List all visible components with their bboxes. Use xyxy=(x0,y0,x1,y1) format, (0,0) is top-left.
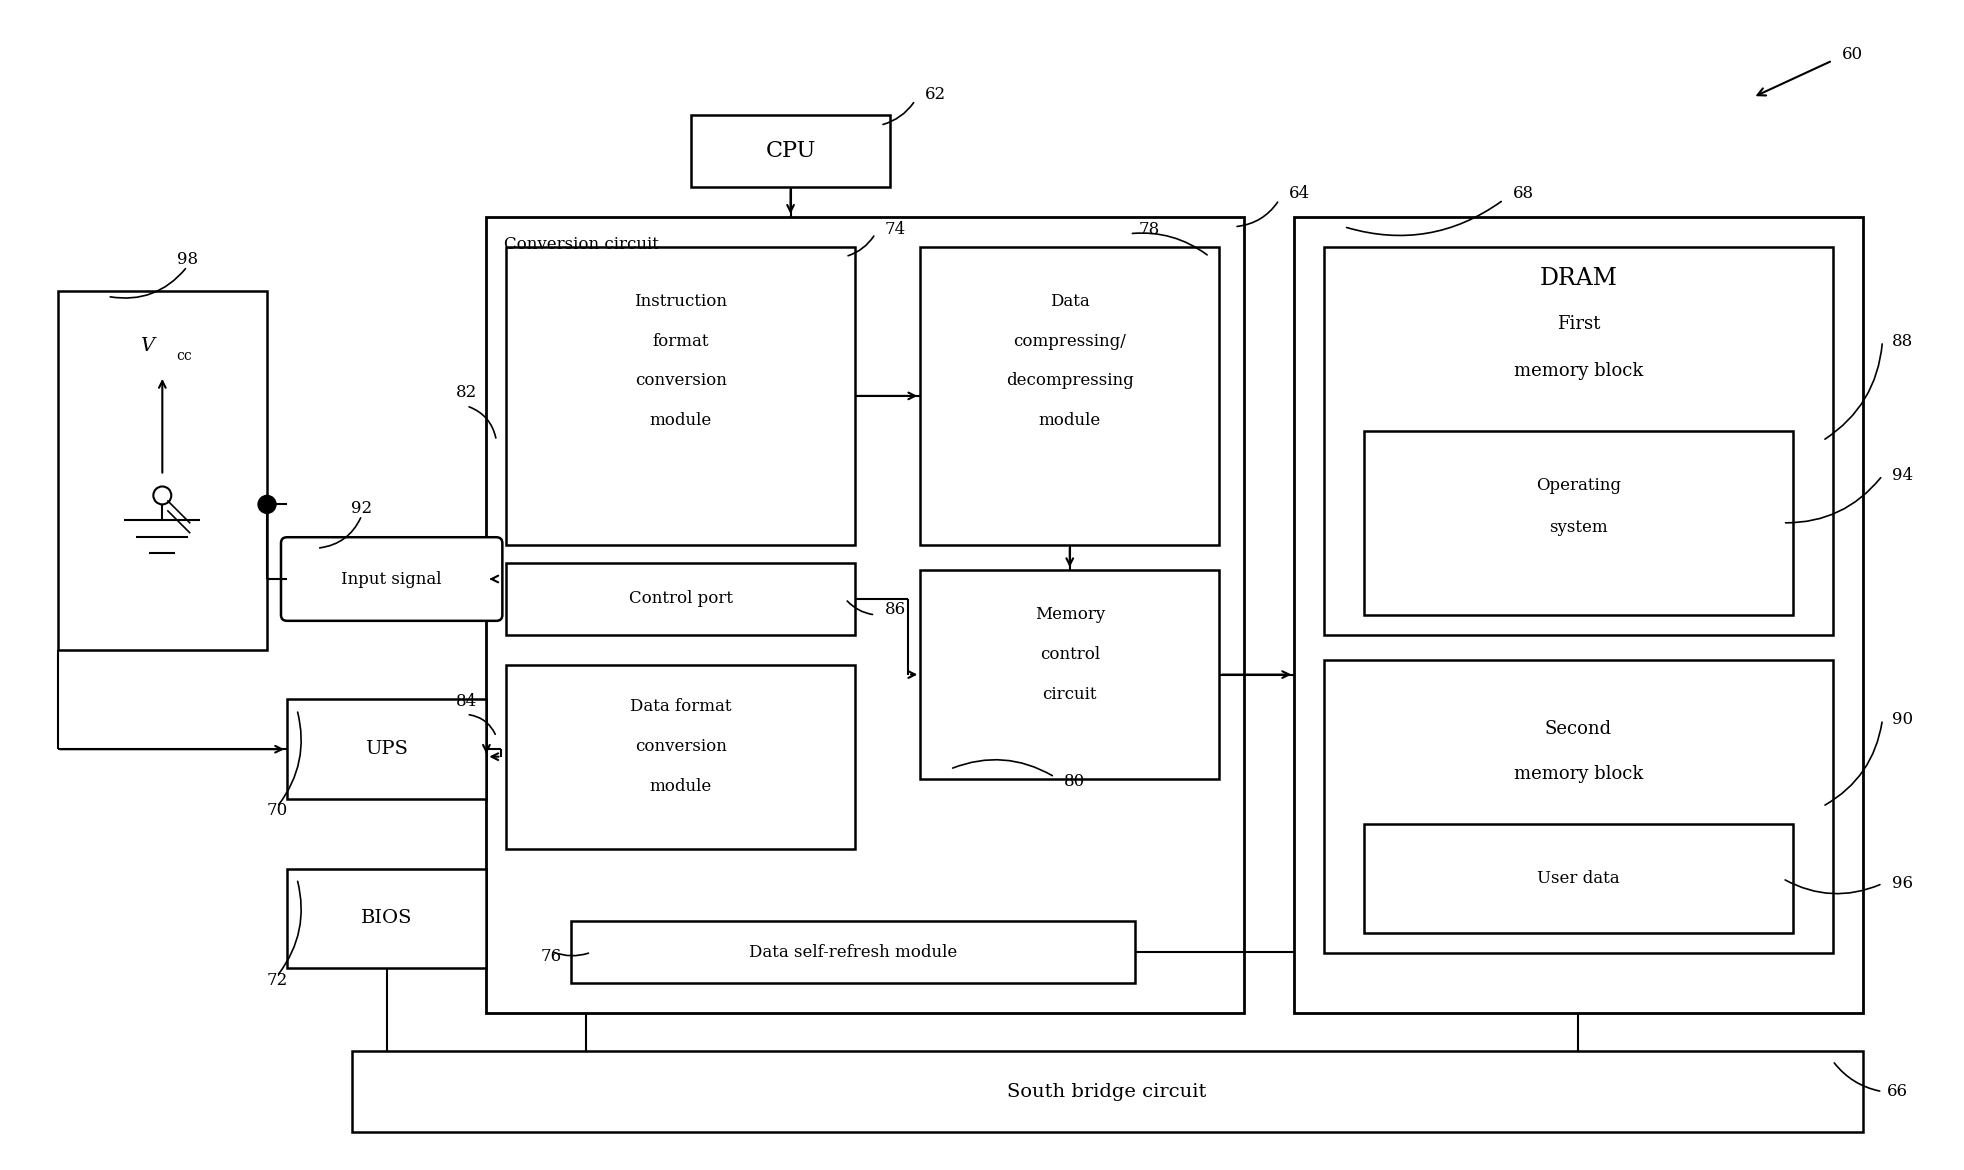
Text: First: First xyxy=(1557,315,1601,333)
Text: module: module xyxy=(650,778,713,794)
Text: Input signal: Input signal xyxy=(342,571,442,587)
Text: Data self-refresh module: Data self-refresh module xyxy=(748,944,956,961)
Text: 96: 96 xyxy=(1891,875,1913,892)
Polygon shape xyxy=(572,922,1135,983)
Text: 90: 90 xyxy=(1891,711,1913,728)
Text: 92: 92 xyxy=(352,500,373,517)
Text: 62: 62 xyxy=(925,85,947,103)
Text: CPU: CPU xyxy=(766,140,815,163)
Text: 80: 80 xyxy=(1064,772,1086,790)
Text: 66: 66 xyxy=(1887,1083,1907,1100)
Text: Memory: Memory xyxy=(1035,606,1106,624)
Text: 78: 78 xyxy=(1139,221,1161,239)
Text: 88: 88 xyxy=(1891,332,1913,350)
Text: circuit: circuit xyxy=(1043,686,1098,703)
Text: 70: 70 xyxy=(267,803,287,819)
Text: DRAM: DRAM xyxy=(1540,267,1616,290)
Text: module: module xyxy=(1039,412,1102,429)
Text: conversion: conversion xyxy=(634,738,727,755)
Text: Operating: Operating xyxy=(1536,477,1620,494)
Polygon shape xyxy=(1363,431,1793,615)
Text: V: V xyxy=(139,337,155,356)
Text: 72: 72 xyxy=(267,971,287,989)
Circle shape xyxy=(257,495,277,514)
Text: Control port: Control port xyxy=(628,591,733,607)
Text: UPS: UPS xyxy=(365,741,409,758)
Text: 74: 74 xyxy=(884,221,905,239)
Text: 94: 94 xyxy=(1891,467,1913,484)
Polygon shape xyxy=(287,700,487,799)
Text: 60: 60 xyxy=(1842,46,1864,63)
Polygon shape xyxy=(1294,216,1862,1013)
Text: 98: 98 xyxy=(177,252,198,268)
Text: Conversion circuit: Conversion circuit xyxy=(505,236,660,253)
Text: control: control xyxy=(1039,646,1100,663)
Polygon shape xyxy=(1324,247,1832,635)
Text: 68: 68 xyxy=(1512,185,1534,202)
Text: 82: 82 xyxy=(456,385,477,401)
Polygon shape xyxy=(507,563,856,635)
Polygon shape xyxy=(287,868,487,968)
Text: 64: 64 xyxy=(1288,185,1310,202)
Polygon shape xyxy=(487,216,1245,1013)
Text: Data format: Data format xyxy=(630,698,733,715)
Polygon shape xyxy=(921,247,1220,545)
Text: module: module xyxy=(650,412,713,429)
FancyBboxPatch shape xyxy=(281,537,503,621)
Polygon shape xyxy=(507,665,856,848)
Text: Instruction: Instruction xyxy=(634,292,727,310)
Polygon shape xyxy=(57,291,267,649)
Polygon shape xyxy=(1363,824,1793,934)
Text: User data: User data xyxy=(1538,870,1620,887)
Polygon shape xyxy=(921,570,1220,779)
Text: South bridge circuit: South bridge circuit xyxy=(1008,1082,1206,1101)
Text: compressing/: compressing/ xyxy=(1013,332,1125,350)
Polygon shape xyxy=(691,115,890,187)
Text: conversion: conversion xyxy=(634,372,727,390)
Text: Data: Data xyxy=(1051,292,1090,310)
Text: memory block: memory block xyxy=(1514,765,1644,783)
Text: 86: 86 xyxy=(884,601,905,619)
Polygon shape xyxy=(352,1051,1862,1133)
Text: 76: 76 xyxy=(540,948,562,965)
Text: system: system xyxy=(1550,518,1609,536)
Polygon shape xyxy=(507,247,856,545)
Text: cc: cc xyxy=(177,349,192,363)
Text: format: format xyxy=(652,332,709,350)
Polygon shape xyxy=(1324,660,1832,954)
Text: BIOS: BIOS xyxy=(361,909,412,928)
Text: 84: 84 xyxy=(456,693,477,710)
Text: memory block: memory block xyxy=(1514,362,1644,380)
Text: Second: Second xyxy=(1546,721,1612,738)
Text: decompressing: decompressing xyxy=(1006,372,1133,390)
